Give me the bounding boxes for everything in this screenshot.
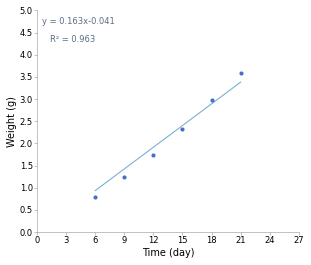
Point bbox=[93, 195, 98, 199]
Point bbox=[122, 175, 127, 179]
X-axis label: Time (day): Time (day) bbox=[142, 248, 194, 258]
Point bbox=[151, 152, 156, 157]
Y-axis label: Weight (g): Weight (g) bbox=[7, 96, 17, 147]
Point bbox=[238, 71, 243, 75]
Point bbox=[209, 98, 214, 103]
Point bbox=[180, 127, 185, 131]
Text: R² = 0.963: R² = 0.963 bbox=[50, 35, 95, 44]
Text: y = 0.163x-0.041: y = 0.163x-0.041 bbox=[42, 17, 115, 26]
